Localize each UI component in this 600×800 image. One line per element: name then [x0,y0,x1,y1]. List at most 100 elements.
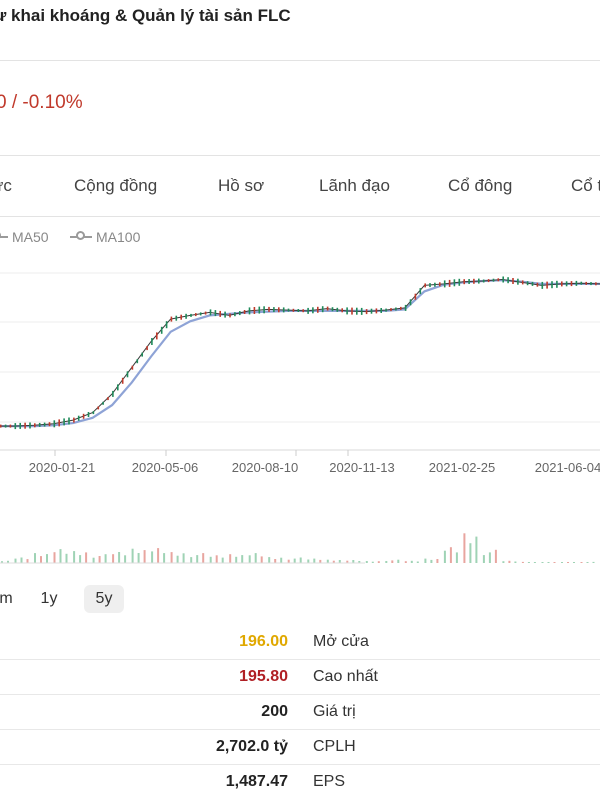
candle [29,422,31,429]
candle [102,401,104,405]
tab-truncated[interactable]: ức [0,176,12,195]
volume-bar [209,556,212,563]
candle [434,282,436,287]
tab-community[interactable]: Cộng đồng [74,176,158,195]
candle [546,281,548,289]
candle [73,417,75,423]
volume-bar [547,562,550,563]
candle [517,278,519,285]
candle [258,306,261,314]
candle [24,422,26,429]
candle [351,307,353,315]
legend-item-ma100[interactable]: MA100 [70,229,140,245]
candle [9,424,12,428]
candle [478,278,480,284]
volume-bar [131,548,134,563]
candle [458,278,461,286]
volume-bar [73,551,76,563]
candle [439,282,441,287]
candle [229,313,231,318]
stat-label: CPLH [313,738,356,755]
candle [590,282,592,286]
candle [87,412,90,417]
volume-bar [151,551,154,563]
volume-bar [118,552,121,563]
volume-bar [280,557,283,563]
candle [385,308,387,312]
volume-bar [449,547,452,563]
candle [63,418,65,426]
volume-bar [430,559,433,563]
candle [34,423,36,428]
stat-row-high: 195.80 Cao nhất [0,660,600,695]
volume-bar [424,558,427,563]
volume-bar [112,554,115,563]
candle [419,288,422,295]
volume-bar [482,555,485,563]
candle [253,307,256,314]
candle [48,422,51,427]
volume-bar [326,559,329,563]
volume-bar [533,562,536,563]
volume-bar [371,561,374,563]
candle [409,299,412,306]
candle [107,397,109,401]
tab-shareholders[interactable]: Cổ đông [448,176,513,195]
candle [443,280,446,288]
stat-row-eps: 1,487.47 EPS [0,765,600,800]
legend-item-ma50[interactable]: MA50 [0,229,49,245]
volume-bar [215,555,218,563]
volume-bar [92,557,95,563]
candle [317,306,319,313]
volume-bar [299,557,302,563]
tab-profile[interactable]: Hồ sơ [218,176,265,195]
volume-bar [7,560,9,563]
series-line-ma [0,279,600,428]
volume-bar [65,553,68,563]
candle [248,307,251,315]
candle [151,338,153,345]
volume-bar [365,561,368,563]
candle [526,281,529,286]
candle [448,279,451,287]
volume-bar [268,557,271,563]
candle [121,377,124,384]
volume-bar [163,553,166,563]
period-button-m[interactable]: m [0,590,13,607]
volume-bar [143,550,146,563]
candle [214,310,217,317]
x-axis-ticks: 2020-01-21 2020-05-06 2020-08-10 2020-11-13… [29,460,600,475]
candle [429,283,431,288]
price-chart[interactable]: 2020-01-21 2020-05-06 2020-08-10 2020-11-13… [0,255,600,570]
candle [453,279,456,287]
candle [190,313,192,317]
candle-ticks [0,276,597,430]
period-button-1y[interactable]: 1y [40,590,58,607]
candle [468,279,470,284]
candle [331,307,334,312]
x-tick-label: 2020-01-21 [29,460,96,475]
candle [170,316,173,322]
candle [136,359,139,364]
candle [77,415,80,421]
volume-bar [190,557,193,563]
candle [575,280,578,286]
volume-bar [508,560,511,563]
candle [234,312,236,317]
candle [209,309,212,316]
stat-row-shares: 2,702.0 tỷ CPLH [0,730,600,765]
period-button-5y[interactable]: 5y [84,585,124,613]
volume-bar [561,562,563,563]
stat-value: 1,487.47 [225,773,288,790]
volume-bar [346,560,349,563]
volume-bar [404,561,407,563]
candle [570,281,573,287]
tab-dividends[interactable]: Cổ t [571,176,600,195]
volume-bar [104,554,107,563]
tab-leadership[interactable]: Lãnh đạo [319,176,390,195]
volume-bar [85,552,88,563]
volume-bar [34,553,36,563]
candle [92,411,95,415]
candle [346,307,348,315]
candle [565,281,568,287]
